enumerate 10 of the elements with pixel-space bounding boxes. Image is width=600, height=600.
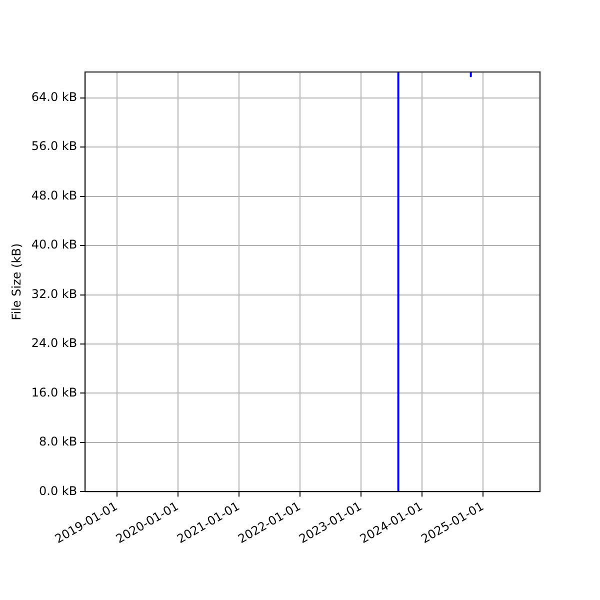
y-tick-label: 8.0 kB [39,434,78,449]
y-tick-label: 48.0 kB [31,188,78,202]
y-tick-label: 16.0 kB [31,385,78,400]
y-tick-label: 24.0 kB [31,336,78,350]
y-tick-label: 40.0 kB [31,238,78,252]
y-axis-title: File Size (kB) [9,243,24,320]
y-tick-label: 56.0 kB [31,139,78,154]
y-tick-label: 64.0 kB [31,90,78,104]
y-tick-label: 0.0 kB [39,484,78,498]
y-tick-label: 32.0 kB [31,286,78,301]
